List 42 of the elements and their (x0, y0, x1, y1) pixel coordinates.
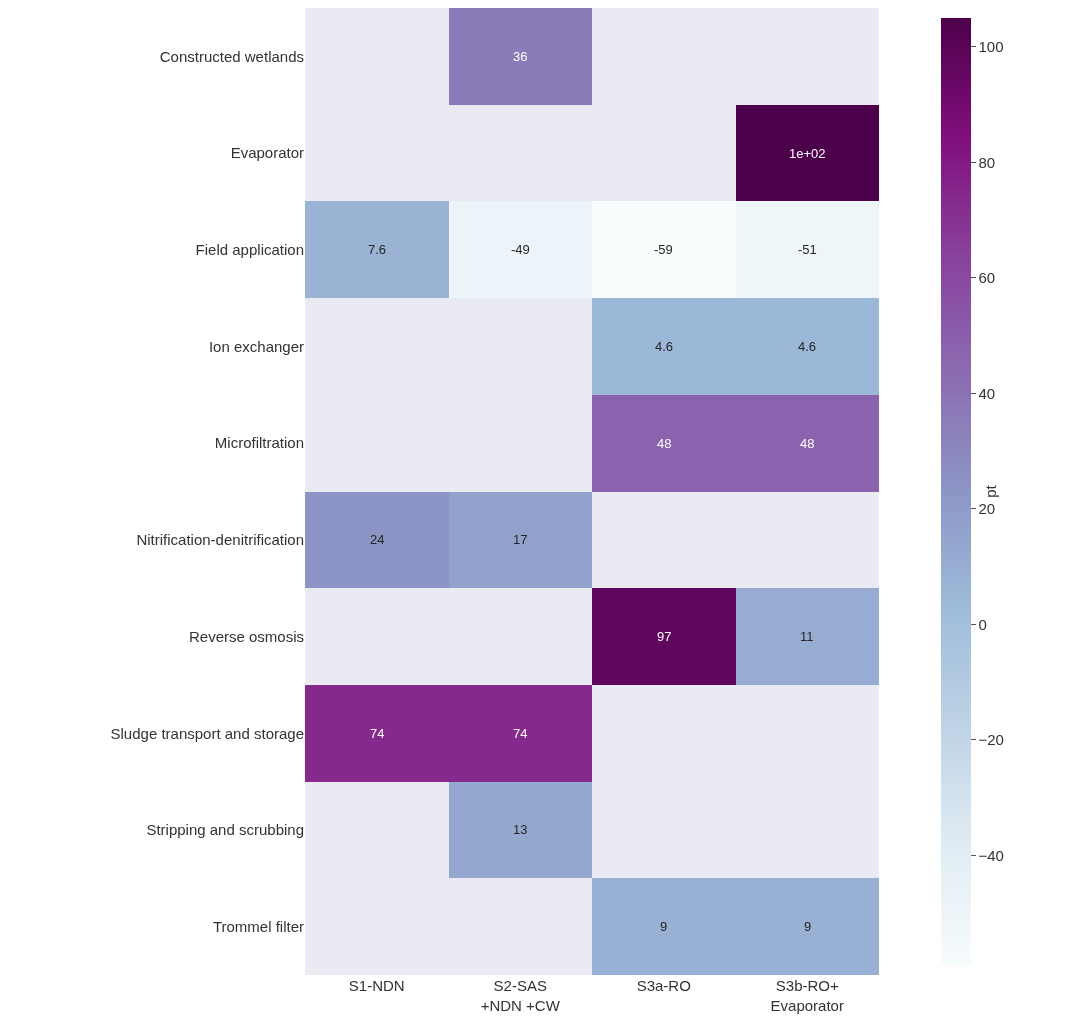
x-tick-label: S1-NDN (348, 977, 405, 994)
x-tick-label: S3b-RO+ Evaporator (770, 977, 844, 1014)
y-tick-label: Evaporator (230, 144, 304, 162)
data-label: 1e+02 (789, 146, 826, 161)
data-label: 74 (513, 726, 528, 741)
data-label: 13 (513, 822, 528, 837)
y-tick-label: Stripping and scrubbing (146, 821, 304, 839)
y-tick-label: Microfiltration (214, 434, 304, 452)
data-label: 48 (800, 436, 815, 451)
data-label: 24 (370, 532, 385, 547)
y-tick-label: Trommel filter (212, 917, 304, 935)
x-tick-label: S2-SAS +NDN +CW (480, 977, 561, 1014)
data-label: -49 (511, 242, 530, 257)
data-label: 11 (800, 629, 814, 644)
data-label: -51 (798, 242, 817, 257)
color-bar-label: 40 (978, 384, 996, 402)
y-tick-label: Sludge transport and storage (110, 724, 304, 742)
y-tick-label: Reverse osmosis (188, 627, 304, 645)
color-bar-label: 0 (978, 615, 987, 633)
y-tick-label: Ion exchanger (208, 337, 304, 355)
data-label: 9 (804, 919, 812, 934)
data-label: 74 (370, 726, 385, 741)
color-bar-label: 100 (978, 38, 1004, 56)
data-label: 4.6 (798, 339, 817, 354)
color-bar-label: 20 (978, 500, 996, 518)
data-label: 17 (513, 532, 528, 547)
color-bar-label: −40 (978, 846, 1004, 864)
data-label: 36 (513, 49, 528, 64)
data-label: 48 (657, 436, 672, 451)
color-bar-label: 60 (978, 269, 996, 287)
y-tick-label: Field application (195, 241, 304, 258)
color-bar-label: −20 (978, 731, 1004, 749)
x-tick-label: S3a-RO (636, 977, 691, 994)
color-bar-title: pt (982, 484, 999, 498)
data-label: 9 (660, 919, 668, 934)
color-bar-label: 80 (978, 153, 996, 171)
data-label: -59 (654, 242, 673, 257)
data-label: 4.6 (655, 339, 674, 354)
data-label: 7.6 (368, 242, 387, 257)
data-label: 97 (657, 629, 672, 644)
y-tick-label: Constructed wetlands (159, 47, 304, 65)
y-tick-label: Nitrification-denitrification (136, 531, 304, 549)
